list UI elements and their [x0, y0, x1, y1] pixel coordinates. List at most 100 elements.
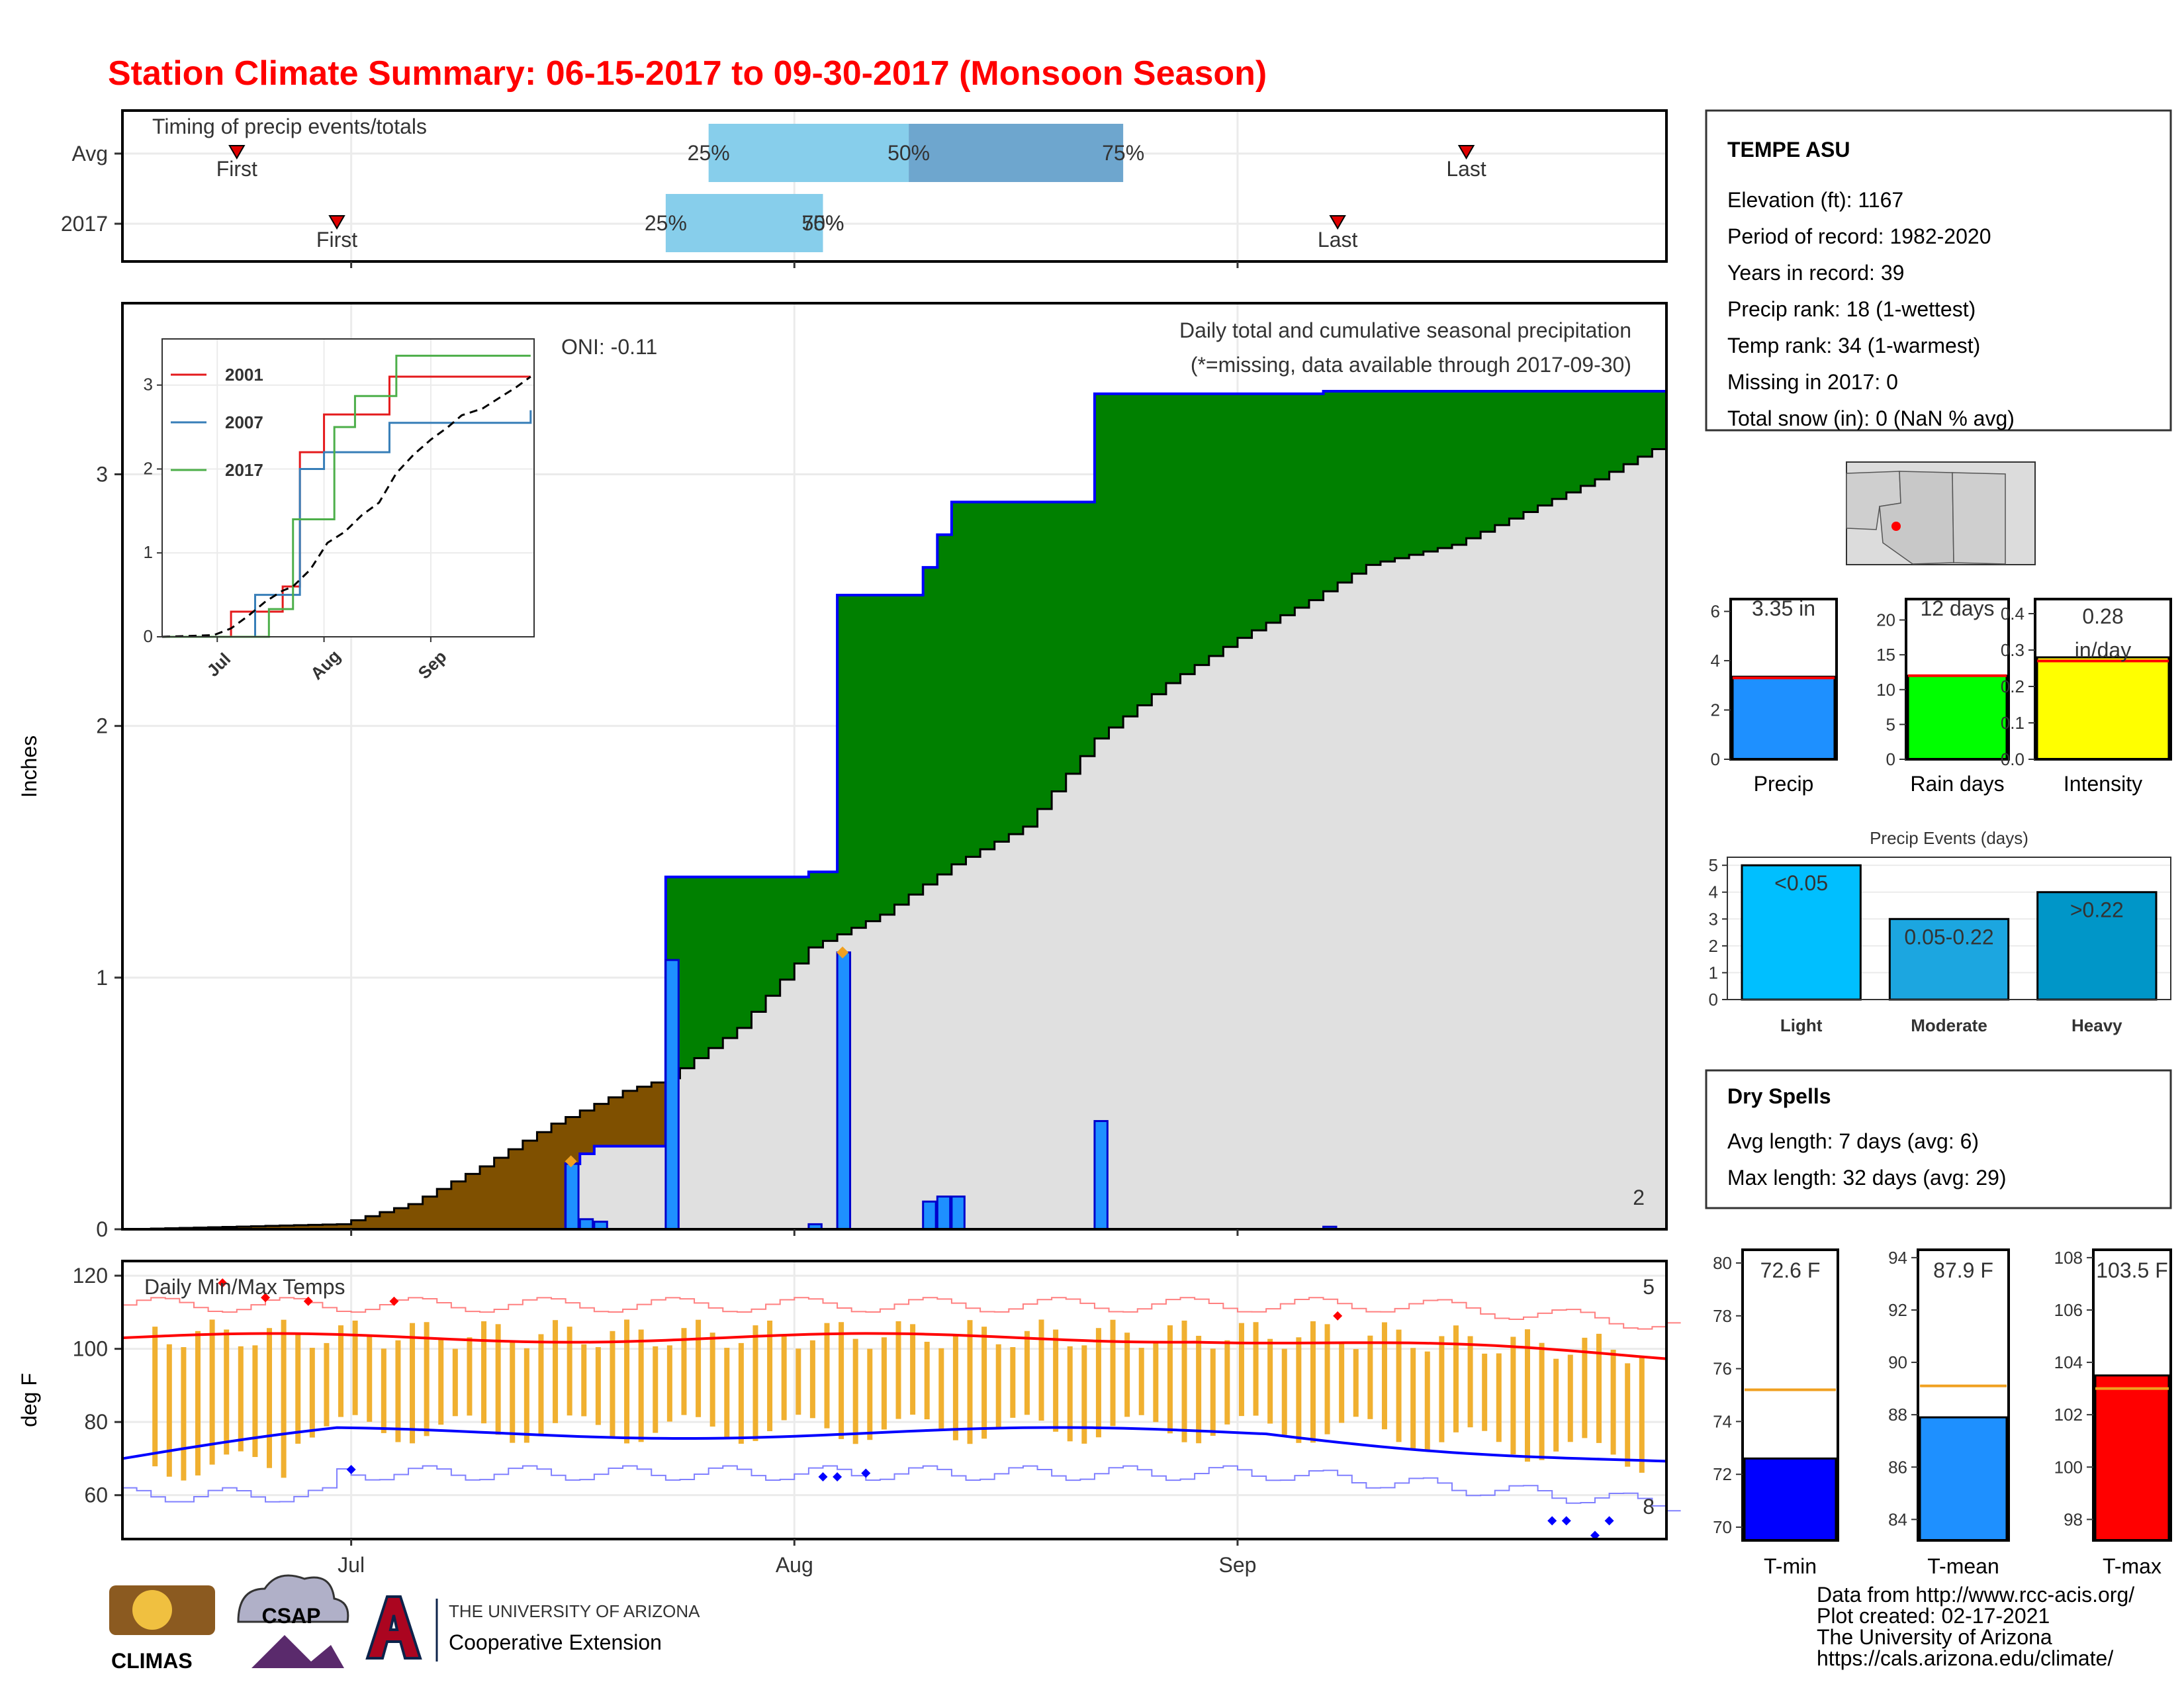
- temp-day-bar-64: [1038, 1319, 1044, 1421]
- csap-cloud-icon: [237, 1574, 349, 1623]
- temp-day-bar-29: [538, 1334, 544, 1435]
- temp-day-bar-65: [1053, 1329, 1059, 1432]
- summary-name-0: Precip: [1754, 772, 1814, 796]
- station-line-4: Temp rank: 34 (1-warmest): [1727, 334, 1980, 357]
- climas-logo-text: CLIMAS: [111, 1649, 193, 1673]
- temp-record-low-5: [1561, 1516, 1571, 1526]
- temp-day-bar-57: [938, 1348, 944, 1430]
- temp-day-bar-32: [581, 1344, 587, 1417]
- summary-tick-label-0-3: 6: [1711, 602, 1720, 622]
- temp-day-bar-46: [781, 1335, 787, 1421]
- temp-day-bar-48: [809, 1340, 815, 1419]
- summary-name-1: Rain days: [1910, 772, 2004, 796]
- tbar-tick-label-1-3: 90: [1888, 1352, 1907, 1372]
- temp-ylabel: deg F: [17, 1373, 41, 1427]
- inset-legend-2001: 2001: [225, 365, 263, 385]
- inset-series-2007: [162, 410, 532, 638]
- events-name-1: Moderate: [1911, 1015, 1987, 1035]
- inset-frame: [161, 338, 535, 637]
- events-bar-Heavy: [2036, 891, 2158, 1001]
- oni-label: ONI: -0.11: [561, 335, 657, 359]
- temp-day-bar-68: [1095, 1328, 1101, 1438]
- timing-2017-first-marker: [328, 215, 345, 230]
- credit-line-1: Plot created: 02-17-2021: [1817, 1604, 2050, 1628]
- temp-day-bar-6: [209, 1319, 215, 1465]
- tbar-value-1: 87.9 F: [1933, 1258, 1993, 1282]
- timing-avg-q2: [909, 124, 1124, 182]
- temp-day-bar-66: [1067, 1346, 1073, 1442]
- tbar-tick-label-1-1: 86: [1888, 1457, 1907, 1477]
- station-line-5: Missing in 2017: 0: [1727, 370, 1898, 394]
- temp-day-bar-39: [681, 1328, 687, 1415]
- timing-avg-pct-1: 50%: [887, 141, 930, 165]
- temp-day-bar-31: [567, 1327, 572, 1416]
- tbar-value-2: 103.5 F: [2096, 1258, 2168, 1282]
- inset-ytick-0: 0: [144, 626, 153, 646]
- tbar-tick-label-2-5: 108: [2054, 1248, 2083, 1268]
- map-state-nm: [1952, 472, 2006, 565]
- temp-avg-min-line: [122, 1426, 1667, 1463]
- csap-logo-text: CSAP: [262, 1604, 321, 1628]
- temp-day-bar-91: [1424, 1351, 1430, 1450]
- temp-record-max-line: [122, 1297, 1681, 1330]
- temp-day-bar-101: [1567, 1354, 1573, 1442]
- temp-day-bar-79: [1253, 1322, 1259, 1416]
- precip-ytick-label-2: 2: [96, 714, 108, 738]
- temp-day-bar-19: [395, 1340, 401, 1442]
- summary-tick-label-1-4: 20: [1876, 610, 1895, 630]
- temp-day-bar-23: [452, 1348, 458, 1417]
- temp-day-bar-44: [752, 1325, 758, 1441]
- temp-day-bar-13: [309, 1348, 315, 1438]
- tbar-frame-2: [2092, 1248, 2172, 1542]
- temp-day-bar-45: [767, 1321, 773, 1432]
- timing-avg-first-label: First: [216, 157, 257, 181]
- temp-day-bar-42: [724, 1348, 730, 1438]
- timing-avg-pct-0: 25%: [688, 141, 730, 165]
- precip-max-marker-0: [565, 1155, 577, 1168]
- ua-block-a-icon: [365, 1595, 422, 1660]
- temp-day-bar-95: [1482, 1353, 1488, 1431]
- timing-2017-first-label: First: [316, 228, 357, 252]
- temp-day-bar-8: [238, 1346, 244, 1452]
- temp-day-bar-103: [1596, 1333, 1602, 1443]
- events-bar-Light: [1741, 864, 1862, 1001]
- temp-day-bar-28: [523, 1348, 529, 1443]
- precip-corner-count: 2: [1633, 1186, 1645, 1209]
- temp-ytick-label-1: 80: [84, 1410, 108, 1434]
- timing-avg-pct-2: 75%: [1102, 141, 1144, 165]
- temp-record-high-4: [1333, 1311, 1343, 1321]
- temp-day-bar-67: [1081, 1345, 1087, 1444]
- temp-day-bar-78: [1238, 1323, 1244, 1417]
- summary-tick-label-0-1: 2: [1711, 700, 1720, 720]
- tbar-T-mean: [1919, 1416, 2008, 1542]
- inset-ytick-2: 2: [144, 458, 153, 478]
- tbar-tick-label-1-5: 94: [1888, 1248, 1907, 1268]
- temp-day-bar-7: [224, 1329, 230, 1455]
- summary-tick-label-1-1: 5: [1886, 714, 1895, 734]
- temp-day-bar-106: [1639, 1355, 1645, 1473]
- summary-frame-2: [2034, 598, 2172, 761]
- station-line-6: Total snow (in): 0 (NaN % avg): [1727, 406, 2015, 430]
- dry-spells-box: [1705, 1069, 2172, 1209]
- dry-spells-title: Dry Spells: [1727, 1084, 1831, 1108]
- temp-day-bar-88: [1381, 1322, 1387, 1430]
- events-tick-label-3: 3: [1709, 909, 1718, 929]
- temp-day-bar-100: [1553, 1358, 1559, 1452]
- summary-value-2: 0.28: [2082, 604, 2123, 628]
- timing-row-label-0: Avg: [71, 142, 108, 165]
- timing-2017-last-label: Last: [1318, 228, 1358, 252]
- temp-count-max: 5: [1643, 1275, 1655, 1299]
- tbar-name-1: T-mean: [1927, 1554, 1999, 1578]
- temp-day-bar-62: [1010, 1347, 1016, 1418]
- timing-2017-pct-1: 50%: [801, 211, 844, 235]
- csap-mountain-icon: [251, 1635, 344, 1668]
- temp-record-high-2: [303, 1296, 313, 1306]
- timing-2017-q1: [665, 194, 823, 252]
- summary-name-2: Intensity: [2064, 772, 2142, 796]
- temp-day-bar-83: [1310, 1321, 1316, 1443]
- temp-day-bar-70: [1124, 1333, 1130, 1417]
- temp-day-bar-63: [1024, 1331, 1030, 1415]
- precip-ylabel: Inches: [17, 735, 41, 798]
- station-line-3: Precip rank: 18 (1-wettest): [1727, 297, 1976, 321]
- dry-spells-line-0: Avg length: 7 days (avg: 6): [1727, 1129, 1979, 1153]
